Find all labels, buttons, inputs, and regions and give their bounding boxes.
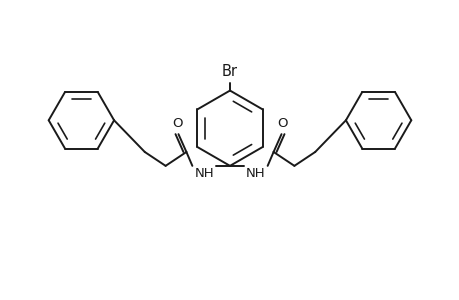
Text: O: O (277, 117, 287, 130)
Text: NH: NH (194, 167, 213, 180)
Text: O: O (172, 117, 182, 130)
Text: NH: NH (246, 167, 265, 180)
Text: Br: Br (222, 64, 237, 79)
